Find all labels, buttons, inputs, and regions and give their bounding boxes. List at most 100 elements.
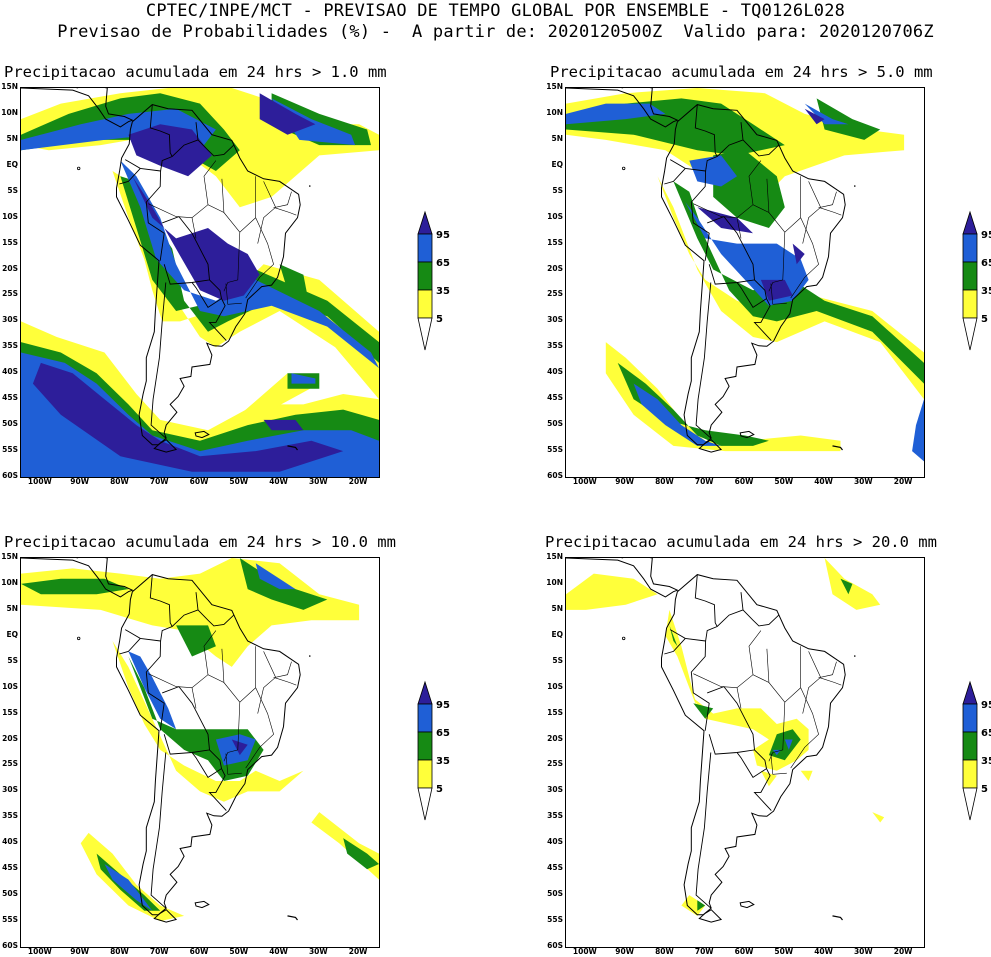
state-border — [263, 181, 292, 208]
prob-shade-g — [176, 625, 216, 657]
south-america-coast — [661, 104, 846, 446]
legend-label: 35 — [436, 756, 450, 767]
lat-tick-label: EQ — [6, 159, 19, 169]
state-border — [273, 207, 297, 216]
lon-tick-label: 60W — [734, 477, 754, 486]
legend-label: 95 — [436, 700, 450, 711]
lat-tick-label: 5S — [7, 655, 18, 665]
lat-tick-label: 40S — [547, 367, 563, 377]
state-border — [693, 176, 801, 233]
state-border — [768, 702, 786, 762]
island-mark — [308, 655, 311, 657]
legend-label: 35 — [981, 286, 991, 297]
south-georgia-coast — [287, 915, 298, 921]
lon-tick-label: 60W — [189, 947, 209, 956]
prob-shade-b — [120, 160, 379, 369]
legend-label: 5 — [436, 314, 443, 325]
country-border — [119, 638, 141, 655]
prob-shade-b — [912, 399, 924, 462]
prob-shade-g — [697, 900, 706, 911]
prob-shade-y — [824, 558, 881, 610]
country-border — [736, 279, 767, 309]
lon-tick-label: 80W — [655, 477, 674, 486]
country-border — [150, 282, 167, 439]
tierra-del-fuego-coast — [698, 439, 723, 453]
state-border — [191, 217, 197, 239]
state-border — [748, 630, 762, 675]
state-border — [263, 651, 292, 678]
lat-tick-label: EQ — [6, 629, 19, 639]
main-subtitle: Previsao de Probabilidades (%) - A parti… — [57, 22, 934, 42]
state-border — [273, 677, 297, 686]
lon-tick-label: 40W — [814, 947, 833, 956]
state-border — [223, 702, 241, 762]
panel-title: Precipitacao acumulada em 24 hrs > 5.0 m… — [550, 63, 933, 81]
prob-shade-b — [21, 108, 216, 151]
panel-title: Precipitacao acumulada em 24 hrs > 10.0 … — [4, 533, 396, 551]
color-legend: 95 65 35 5 — [417, 210, 458, 352]
lat-tick-label: 35S — [2, 811, 18, 821]
state-border — [225, 283, 242, 305]
tierra-del-fuego-coast — [698, 909, 723, 923]
state-border — [223, 232, 241, 292]
legend-label: 65 — [981, 728, 991, 739]
south-america-coast — [116, 574, 301, 916]
prob-shade-d — [804, 108, 825, 125]
falklands-coast — [739, 430, 755, 439]
lon-tick-label: 20W — [348, 947, 368, 956]
lat-tick-label: 25S — [2, 759, 18, 769]
lat-tick-label: 40S — [547, 837, 563, 847]
state-border — [191, 687, 197, 709]
prob-shade-g — [840, 578, 853, 595]
lat-tick-label: 50S — [547, 889, 563, 899]
central-america-coast — [21, 558, 134, 598]
lat-tick-label: 15S — [2, 237, 18, 247]
island-mark — [853, 655, 856, 657]
country-border — [208, 768, 227, 811]
lat-tick-label: 15N — [546, 552, 563, 561]
lat-tick-label: 45S — [547, 393, 563, 403]
country-border — [208, 298, 227, 341]
lon-tick-label: 90W — [70, 947, 90, 956]
state-border — [203, 160, 217, 205]
legend-label: 35 — [981, 756, 991, 767]
lon-tick-label: 60W — [189, 477, 209, 486]
country-border — [753, 768, 772, 811]
probability-map — [20, 557, 380, 948]
lat-tick-label: 25S — [547, 759, 563, 769]
lat-tick-label: 15N — [1, 82, 18, 91]
prob-shade-b — [104, 864, 153, 911]
prob-shade-b — [804, 103, 849, 125]
prob-shade-y — [872, 812, 885, 823]
lat-tick-label: 30S — [2, 785, 18, 795]
lat-tick-label: 15N — [1, 552, 18, 561]
prob-shade-d — [231, 739, 248, 756]
lon-tick-label: 40W — [269, 477, 288, 486]
prob-shade-y — [681, 895, 706, 916]
island-mark — [308, 185, 311, 187]
panel-title: Precipitacao acumulada em 24 hrs > 1.0 m… — [4, 63, 387, 81]
lat-tick-label: 55S — [547, 445, 563, 455]
legend-label: 5 — [981, 784, 988, 795]
probability-map — [565, 557, 925, 948]
legend-label: 35 — [436, 286, 450, 297]
panel-title: Precipitacao acumulada em 24 hrs > 20.0 … — [545, 533, 937, 551]
state-border — [790, 687, 819, 769]
legend-label: 65 — [436, 258, 450, 269]
country-border — [149, 574, 173, 627]
lat-tick-label: 15S — [547, 707, 563, 717]
lat-tick-label: 45S — [2, 393, 18, 403]
lat-tick-label: 40S — [2, 367, 18, 377]
legend-label: 95 — [981, 230, 991, 241]
lat-tick-label: 5N — [6, 133, 19, 143]
lat-tick-label: 40S — [2, 837, 18, 847]
lon-tick-label: 30W — [853, 477, 873, 486]
prob-shade-b — [566, 103, 666, 125]
lon-tick-label: 100W — [27, 947, 52, 956]
south-america-coast — [661, 574, 846, 916]
prob-shade-b — [255, 563, 296, 590]
lon-tick-label: 70W — [694, 947, 714, 956]
lat-tick-label: 45S — [547, 863, 563, 873]
prob-shade-b — [215, 734, 256, 766]
lat-tick-label: 60S — [547, 941, 563, 950]
